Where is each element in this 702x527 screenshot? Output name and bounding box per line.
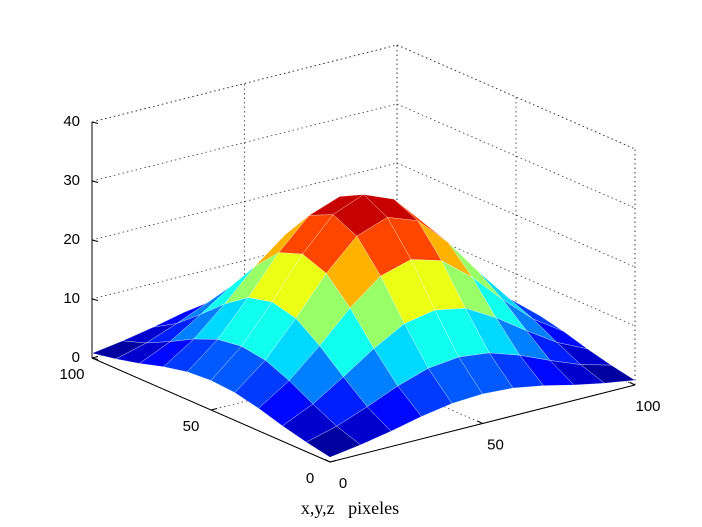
z-tick-label: 10: [63, 290, 80, 307]
tick-mark: [91, 180, 99, 183]
surface-cell: [305, 425, 361, 458]
tick-mark: [477, 420, 483, 424]
x-tick-label: 0: [339, 475, 347, 492]
z-tick-label: 40: [63, 113, 80, 130]
z-tick-label: 30: [63, 172, 80, 189]
grid-line: [91, 44, 398, 123]
axis-label: x,y,z pixeles: [301, 498, 399, 518]
grid-line: [396, 44, 636, 150]
tick-mark: [91, 298, 99, 301]
tick-mark: [91, 121, 99, 124]
grid-line: [396, 221, 636, 327]
grid-line: [396, 162, 636, 268]
x-tick-label: 50: [487, 436, 504, 453]
y-tick-label: 100: [59, 366, 84, 383]
box-edge: [91, 44, 398, 123]
z-tick-label: 0: [72, 349, 80, 366]
tick-mark: [91, 356, 99, 359]
y-tick-label: 50: [183, 418, 200, 435]
z-tick-label: 20: [63, 231, 80, 248]
tick-mark: [210, 408, 218, 411]
tick-mark: [91, 239, 99, 242]
x-tick-label: 100: [635, 398, 660, 415]
grid-line: [91, 103, 398, 182]
tick-mark: [329, 460, 337, 463]
tick-mark: [629, 382, 636, 386]
tick-mark: [324, 459, 331, 463]
grid-line: [396, 103, 636, 209]
grid-line: [91, 162, 398, 241]
y-tick-label: 0: [306, 470, 314, 487]
